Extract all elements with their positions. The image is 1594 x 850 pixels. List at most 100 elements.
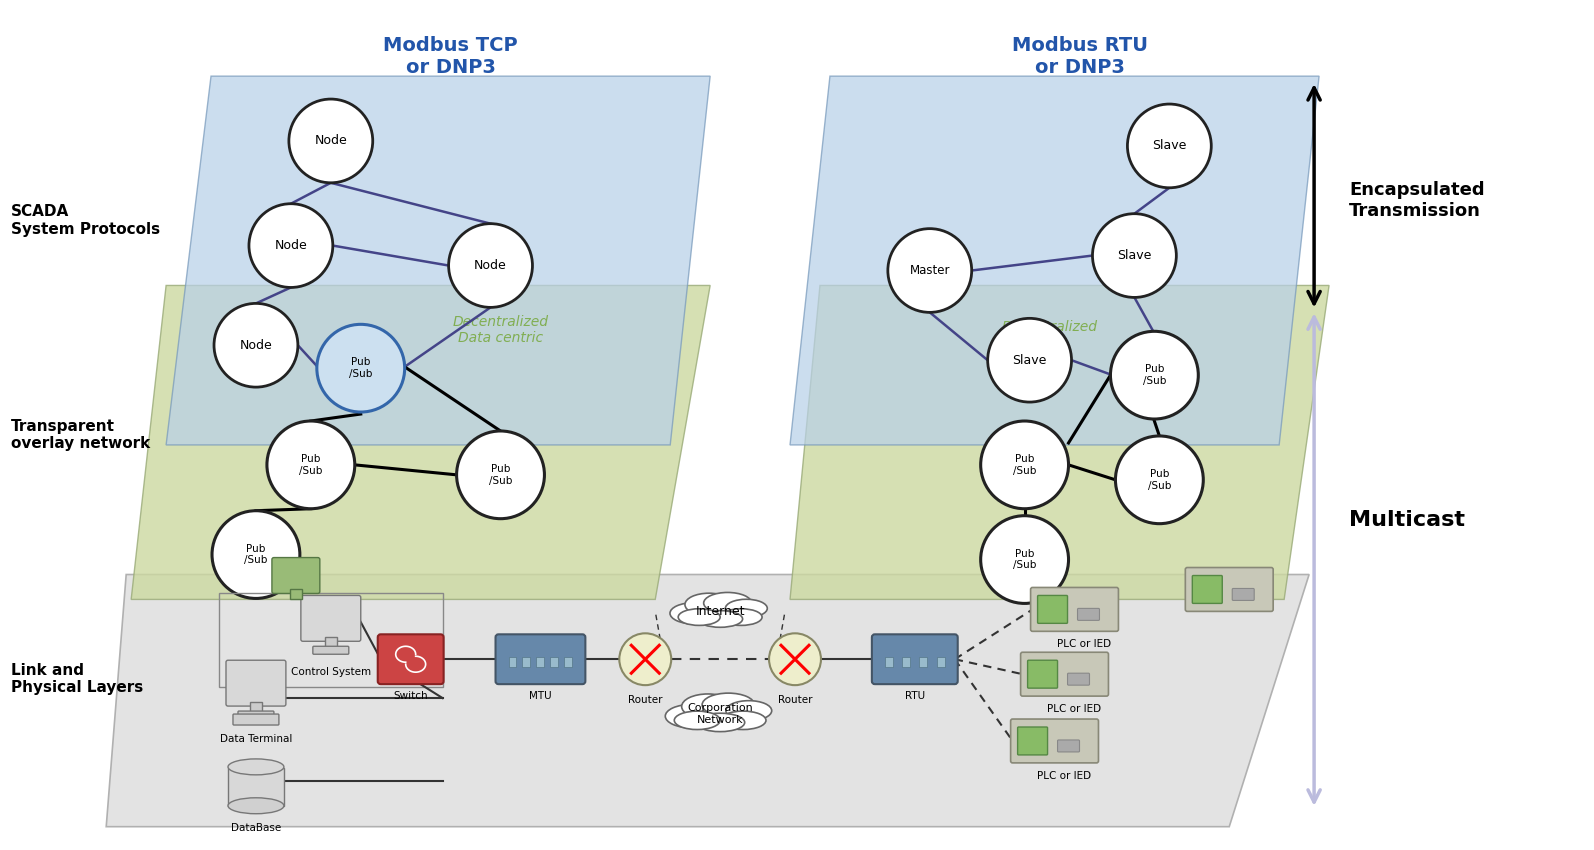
Ellipse shape xyxy=(674,711,720,729)
Ellipse shape xyxy=(695,713,744,732)
Ellipse shape xyxy=(665,705,717,728)
Text: Router: Router xyxy=(628,695,663,706)
FancyBboxPatch shape xyxy=(1186,568,1274,611)
Circle shape xyxy=(980,421,1068,509)
Text: Pub
/Sub: Pub /Sub xyxy=(300,454,322,476)
Text: PLC or IED: PLC or IED xyxy=(1047,704,1101,714)
FancyBboxPatch shape xyxy=(378,634,443,684)
FancyBboxPatch shape xyxy=(1017,727,1047,755)
Ellipse shape xyxy=(701,693,754,717)
Text: Node: Node xyxy=(314,134,347,147)
Ellipse shape xyxy=(620,633,671,685)
Text: Slave: Slave xyxy=(1152,139,1186,152)
Text: Modbus TCP
or DNP3: Modbus TCP or DNP3 xyxy=(383,36,518,76)
FancyBboxPatch shape xyxy=(238,711,274,719)
FancyBboxPatch shape xyxy=(273,558,320,593)
Text: Pub
/Sub: Pub /Sub xyxy=(1143,365,1167,386)
FancyBboxPatch shape xyxy=(290,589,301,599)
FancyBboxPatch shape xyxy=(885,657,893,667)
FancyBboxPatch shape xyxy=(496,634,585,684)
Text: Pub
/Sub: Pub /Sub xyxy=(349,357,373,379)
Text: Modbus RTU
or DNP3: Modbus RTU or DNP3 xyxy=(1012,36,1148,76)
FancyBboxPatch shape xyxy=(537,657,545,667)
Text: Decentralized
Data centric: Decentralized Data centric xyxy=(453,315,548,345)
Text: Internet: Internet xyxy=(695,605,744,618)
Circle shape xyxy=(980,516,1068,603)
Circle shape xyxy=(1092,213,1176,298)
Text: Node: Node xyxy=(239,339,273,352)
Text: Slave: Slave xyxy=(1012,354,1047,366)
Text: SCADA
System Protocols: SCADA System Protocols xyxy=(11,205,161,237)
Ellipse shape xyxy=(685,593,733,616)
Text: Master: Master xyxy=(910,264,950,277)
FancyBboxPatch shape xyxy=(902,657,910,667)
Text: Node: Node xyxy=(274,239,308,252)
Polygon shape xyxy=(131,286,711,599)
Polygon shape xyxy=(791,76,1320,445)
FancyBboxPatch shape xyxy=(550,657,558,667)
Text: Switch: Switch xyxy=(394,691,427,701)
FancyBboxPatch shape xyxy=(1232,588,1254,600)
Ellipse shape xyxy=(720,609,762,626)
FancyBboxPatch shape xyxy=(233,714,279,725)
Circle shape xyxy=(448,224,532,308)
Text: Data Terminal: Data Terminal xyxy=(220,734,292,744)
Ellipse shape xyxy=(228,798,284,813)
FancyBboxPatch shape xyxy=(937,657,945,667)
Ellipse shape xyxy=(669,603,717,624)
Text: Router: Router xyxy=(778,695,813,706)
Ellipse shape xyxy=(725,700,771,721)
Circle shape xyxy=(214,303,298,387)
FancyBboxPatch shape xyxy=(325,638,336,649)
Text: Pub
/Sub: Pub /Sub xyxy=(489,464,512,485)
FancyBboxPatch shape xyxy=(564,657,572,667)
Text: MTU: MTU xyxy=(529,691,552,701)
Text: Multicast: Multicast xyxy=(1349,510,1465,530)
Circle shape xyxy=(1111,332,1199,419)
Text: Pub
/Sub: Pub /Sub xyxy=(1012,454,1036,476)
FancyBboxPatch shape xyxy=(301,596,360,641)
FancyBboxPatch shape xyxy=(1011,719,1098,763)
Text: Slave: Slave xyxy=(1117,249,1151,262)
Ellipse shape xyxy=(698,610,743,627)
Polygon shape xyxy=(166,76,711,445)
Text: Pub
/Sub: Pub /Sub xyxy=(1012,549,1036,570)
Text: Decentralized
Data: Decentralized Data xyxy=(1001,320,1098,350)
FancyBboxPatch shape xyxy=(1028,660,1057,689)
Ellipse shape xyxy=(703,592,752,614)
Circle shape xyxy=(249,204,333,287)
Polygon shape xyxy=(791,286,1329,599)
FancyBboxPatch shape xyxy=(1078,609,1100,620)
FancyBboxPatch shape xyxy=(1038,596,1068,623)
FancyBboxPatch shape xyxy=(1020,652,1108,696)
Text: Node: Node xyxy=(473,259,507,272)
Text: DataBase: DataBase xyxy=(231,823,281,833)
Circle shape xyxy=(289,99,373,183)
Ellipse shape xyxy=(228,759,284,775)
Text: Corporation
Network: Corporation Network xyxy=(687,703,752,725)
Ellipse shape xyxy=(677,609,720,626)
FancyBboxPatch shape xyxy=(1031,587,1119,632)
FancyBboxPatch shape xyxy=(872,634,958,684)
FancyBboxPatch shape xyxy=(1057,740,1079,752)
FancyBboxPatch shape xyxy=(508,657,516,667)
Text: Encapsulated
Transmission: Encapsulated Transmission xyxy=(1349,181,1484,220)
FancyBboxPatch shape xyxy=(228,768,284,806)
FancyBboxPatch shape xyxy=(250,702,261,714)
Ellipse shape xyxy=(720,711,767,729)
FancyBboxPatch shape xyxy=(312,646,349,654)
Text: Control System: Control System xyxy=(290,667,371,677)
FancyBboxPatch shape xyxy=(1068,673,1089,685)
Circle shape xyxy=(266,421,355,509)
Circle shape xyxy=(988,319,1071,402)
Text: Link and
Physical Layers: Link and Physical Layers xyxy=(11,663,143,695)
Polygon shape xyxy=(107,575,1309,827)
Circle shape xyxy=(1127,104,1211,188)
Circle shape xyxy=(317,325,405,412)
Circle shape xyxy=(888,229,972,312)
Ellipse shape xyxy=(725,599,767,617)
FancyBboxPatch shape xyxy=(1192,575,1223,604)
Text: RTU: RTU xyxy=(905,691,925,701)
Text: Pub
/Sub: Pub /Sub xyxy=(244,544,268,565)
FancyBboxPatch shape xyxy=(920,657,928,667)
